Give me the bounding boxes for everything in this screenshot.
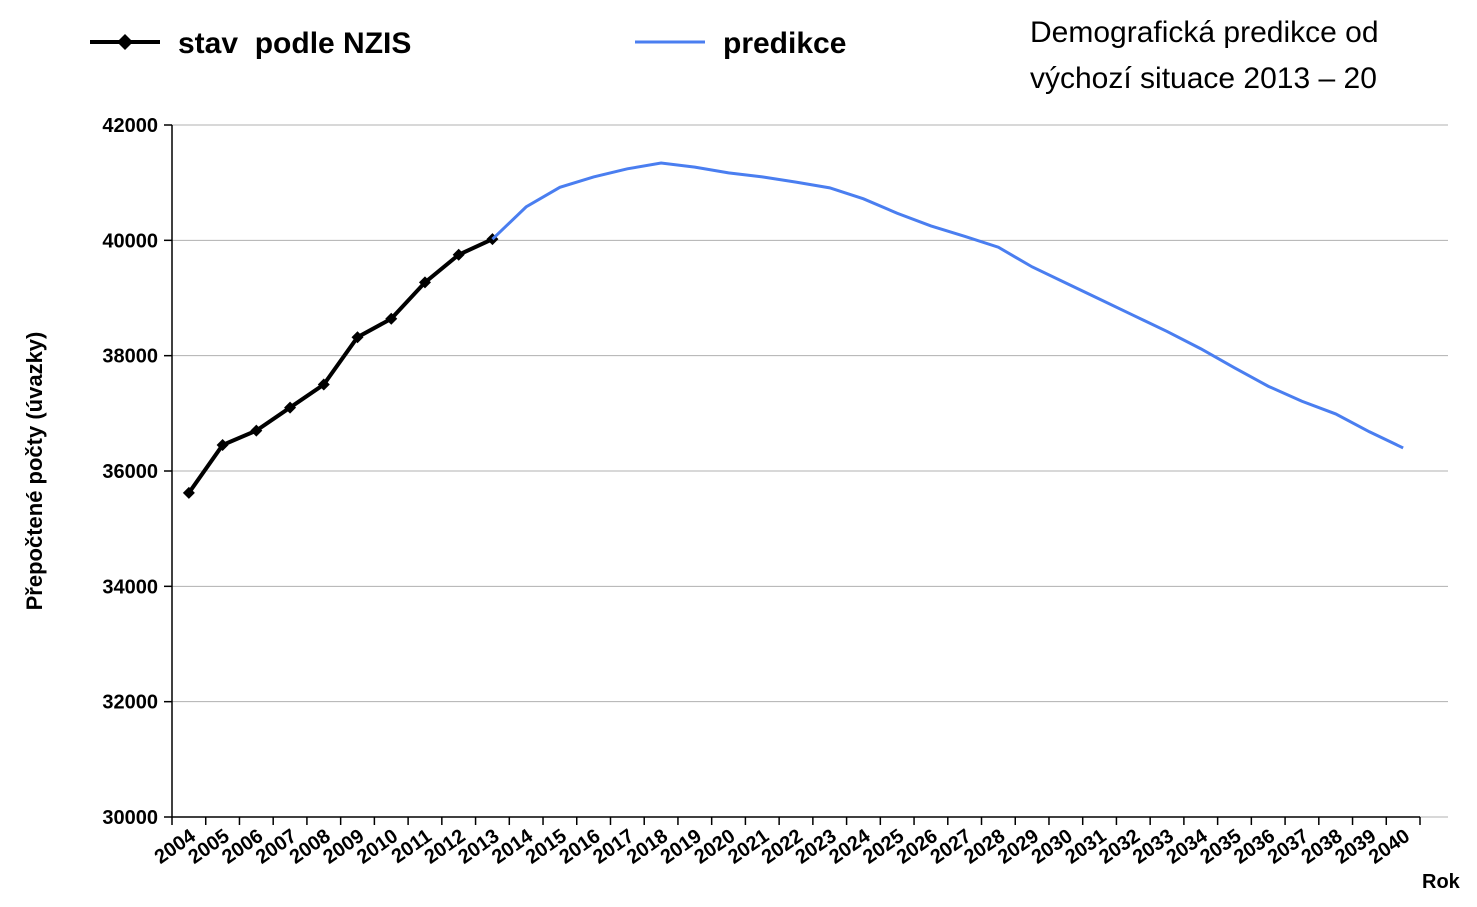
marker [351,331,364,344]
marker [216,439,229,452]
marker [284,401,297,414]
y-tick-label: 42000 [102,115,158,137]
x-axis-label: Rok [1422,871,1461,893]
marker [418,276,431,289]
y-tick-label: 40000 [102,230,158,252]
marker [250,424,263,437]
chart-title: výchozí situace 2013 – 20 [1030,62,1377,95]
legend-marker [117,34,133,50]
legend-label: predikce [723,27,846,60]
y-tick-label: 34000 [102,576,158,598]
y-tick-label: 38000 [102,346,158,368]
line-series [187,237,494,495]
y-tick-label: 30000 [102,807,158,829]
chart-title: Demografická predikce od [1030,16,1379,49]
y-tick-label: 32000 [102,692,158,714]
marker [385,312,398,325]
y-axis-label: Přepočtené počty (úvazky) [22,332,47,611]
legend-label: stav podle NZIS [178,27,411,60]
marker [182,486,195,499]
marker [452,248,465,261]
y-tick-label: 36000 [102,461,158,483]
marker [317,378,330,391]
line-series [491,161,1404,450]
x-tick-label: 2040 [1365,825,1414,869]
